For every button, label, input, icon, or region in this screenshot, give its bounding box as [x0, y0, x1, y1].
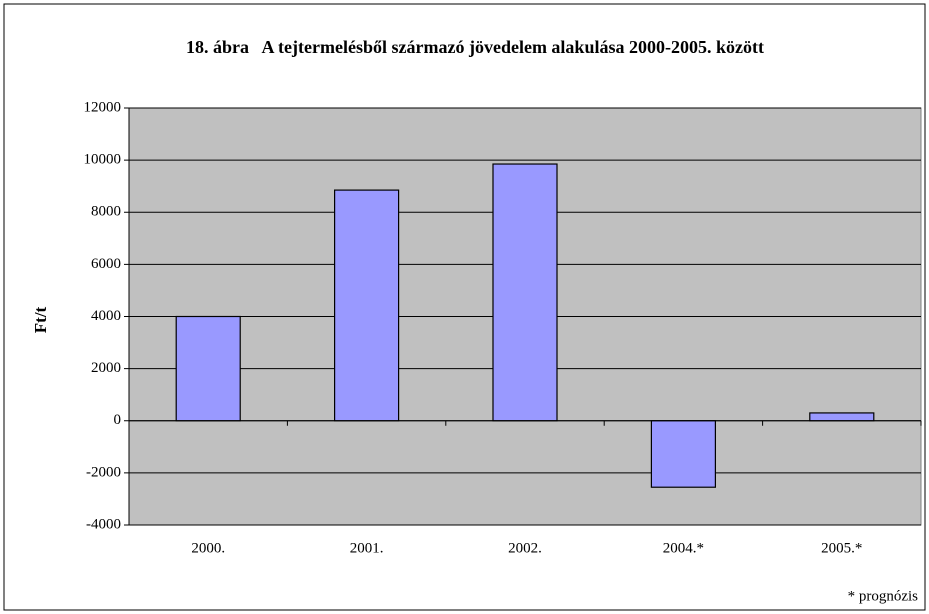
- y-tick-label: 12000: [84, 99, 122, 115]
- chart-title: 18. ábra A tejtermelésből származó jöved…: [186, 37, 764, 57]
- title-box: 18. ábra A tejtermelésből származó jöved…: [186, 37, 764, 57]
- y-tick-label: 2000: [91, 360, 121, 376]
- x-tick-label: 2005.*: [821, 540, 862, 556]
- y-tick-label: 4000: [91, 308, 121, 324]
- y-tick-label: -4000: [86, 516, 121, 532]
- y-tick-label: 0: [114, 412, 122, 428]
- y-axis-label: Ft/t: [31, 306, 50, 333]
- y-tick-label: 8000: [91, 204, 121, 220]
- x-tick-label: 2004.*: [663, 540, 704, 556]
- y-tick-label: -2000: [86, 464, 121, 480]
- y-tick-label: 10000: [84, 152, 122, 168]
- x-tick-label: 2001.: [350, 540, 384, 556]
- bar: [650, 420, 717, 488]
- bar: [334, 189, 400, 422]
- y-tick-label: 6000: [91, 256, 121, 272]
- bar: [492, 163, 558, 422]
- x-tick-label: 2000.: [191, 540, 225, 556]
- bar: [175, 315, 241, 422]
- x-tick-label: 2002.: [508, 540, 542, 556]
- bar: [809, 412, 875, 422]
- note: * prognózis: [848, 588, 919, 604]
